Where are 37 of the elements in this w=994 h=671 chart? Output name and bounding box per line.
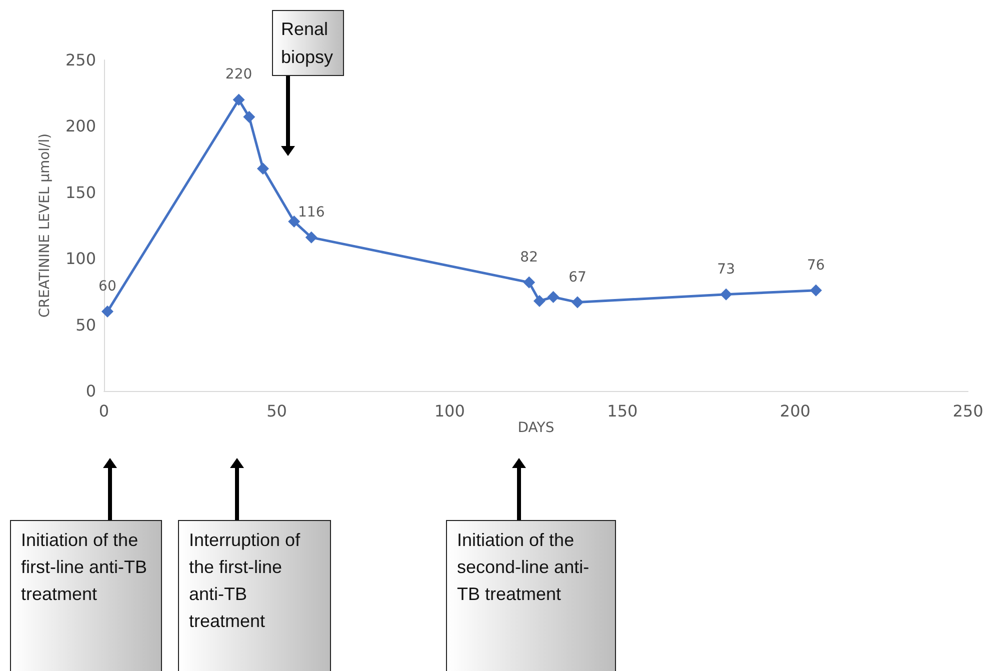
data-label: 76 xyxy=(807,257,825,274)
text: Initiation of the first-line anti-TB treatment xyxy=(10,520,162,671)
data-label: 60 xyxy=(98,278,116,295)
x-tick-label: 250 xyxy=(952,402,984,420)
x-axis-title: DAYS xyxy=(518,420,554,436)
point xyxy=(547,290,560,303)
x-tick-label: 150 xyxy=(607,402,638,420)
text: Interruption of the first-line anti-TB treatment xyxy=(178,520,331,671)
x-tick-label: 100 xyxy=(434,402,465,420)
point xyxy=(523,276,536,288)
point xyxy=(256,162,269,175)
point xyxy=(305,231,318,244)
data-label: 73 xyxy=(717,261,735,278)
data-label: 82 xyxy=(520,249,538,266)
x-tick-label: 200 xyxy=(780,402,810,420)
point xyxy=(101,306,114,318)
point xyxy=(288,216,300,228)
y-axis-title: CREATININE LEVEL µmol/l) xyxy=(37,133,53,318)
y-tick-label: 0 xyxy=(86,382,96,400)
y-tick-label: 100 xyxy=(65,249,96,268)
point xyxy=(720,288,732,300)
y-tick-label: 250 xyxy=(65,50,96,70)
y-tick-label: 50 xyxy=(76,315,96,334)
annotation: Renal biopsy xyxy=(272,10,344,76)
point xyxy=(232,94,245,106)
point xyxy=(243,110,256,123)
data-label: 116 xyxy=(298,204,325,220)
text: Initiation of the second-line anti-TB treatment xyxy=(446,520,616,671)
point xyxy=(810,284,822,296)
point xyxy=(571,296,584,308)
data-label: 220 xyxy=(225,66,252,83)
y-tick-label: 200 xyxy=(65,116,96,136)
point xyxy=(533,294,546,307)
y-tick-label: 150 xyxy=(65,182,96,202)
x-tick-label: 50 xyxy=(266,402,287,420)
x-tick-label: 0 xyxy=(98,402,110,420)
data-label: 67 xyxy=(568,269,586,286)
